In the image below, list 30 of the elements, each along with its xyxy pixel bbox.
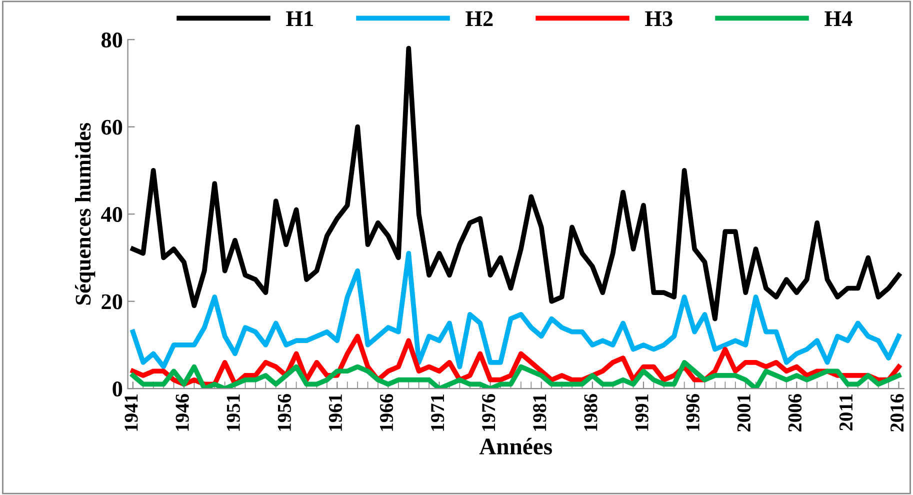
y-tick-label: 80 [101, 32, 122, 48]
legend-label: H4 [824, 11, 852, 26]
x-tick-label: 2006 [788, 394, 802, 432]
x-tick-label: 1966 [380, 394, 394, 431]
x-axis-title: Années [479, 438, 552, 454]
x-tick-label: 1971 [431, 394, 444, 431]
x-tick-label: 1991 [635, 394, 648, 431]
line-series [130, 360, 902, 389]
y-tick-label: 0 [112, 382, 122, 397]
x-tick-label: 1981 [533, 394, 546, 431]
y-tick-label: 20 [102, 294, 122, 310]
x-tick-label: 1986 [584, 394, 598, 431]
line-series [130, 250, 902, 370]
x-tick-label: 1946 [176, 394, 189, 431]
y-tick-label: 60 [101, 120, 122, 135]
legend-label: H2 [466, 11, 493, 26]
x-tick-label: 2001 [737, 394, 750, 432]
y-axis-title: Séquences humides [75, 122, 96, 305]
x-tick-label: 1956 [278, 394, 291, 431]
x-tick-label: 2011 [839, 394, 853, 430]
line-series [130, 46, 902, 322]
y-tick-label: 40 [101, 207, 122, 222]
x-tick-label: 1976 [482, 394, 496, 431]
x-tick-label: 1951 [226, 394, 240, 431]
legend-label: H3 [645, 11, 672, 26]
x-tick-label: 1941 [124, 394, 138, 431]
x-tick-label: 1961 [328, 394, 342, 431]
x-tick-label: 2016 [890, 394, 904, 432]
x-tick-label: 1996 [686, 394, 700, 431]
legend-label: H1 [286, 11, 313, 26]
